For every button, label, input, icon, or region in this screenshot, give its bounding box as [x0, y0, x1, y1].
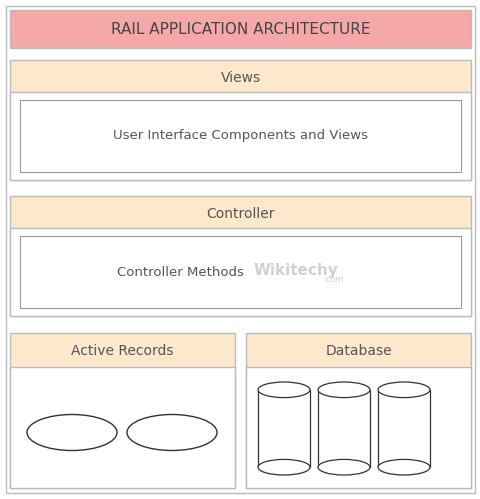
Bar: [10, 228, 470, 316]
Bar: [10, 196, 470, 316]
Text: Database: Database: [324, 344, 391, 358]
Bar: [245, 367, 470, 488]
Text: RAIL APPLICATION ARCHITECTURE: RAIL APPLICATION ARCHITECTURE: [110, 21, 370, 36]
Text: Active Records: Active Records: [71, 344, 173, 358]
Bar: [257, 390, 309, 467]
Bar: [10, 333, 235, 488]
Bar: [10, 367, 235, 488]
Bar: [10, 10, 470, 48]
Ellipse shape: [317, 382, 369, 398]
Bar: [20, 100, 460, 172]
Ellipse shape: [257, 382, 309, 398]
Ellipse shape: [377, 460, 429, 475]
Text: .com: .com: [323, 275, 343, 284]
Bar: [20, 236, 460, 308]
Text: Views: Views: [220, 71, 260, 85]
Bar: [317, 390, 369, 467]
Bar: [10, 60, 470, 180]
Ellipse shape: [27, 415, 117, 451]
Ellipse shape: [377, 382, 429, 398]
Text: Controller: Controller: [206, 207, 274, 221]
Text: Controller Methods: Controller Methods: [117, 265, 243, 278]
Ellipse shape: [257, 460, 309, 475]
Bar: [245, 333, 470, 488]
Bar: [10, 92, 470, 180]
Ellipse shape: [317, 460, 369, 475]
Text: User Interface Components and Views: User Interface Components and Views: [113, 130, 367, 143]
Bar: [377, 390, 429, 467]
Text: Wikitechy: Wikitechy: [252, 262, 337, 277]
Ellipse shape: [127, 415, 216, 451]
